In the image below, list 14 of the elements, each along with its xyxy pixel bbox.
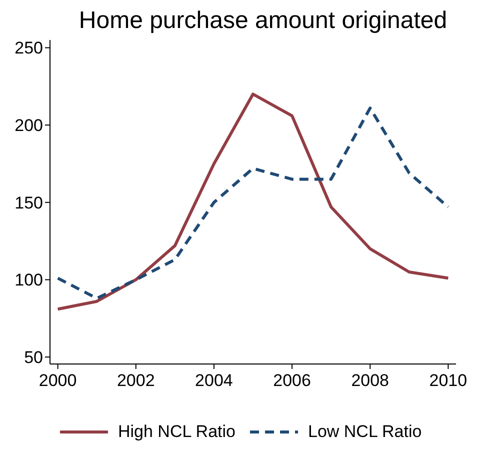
x-tick-label: 2002	[116, 371, 155, 390]
y-tick-label: 150	[14, 193, 43, 212]
y-tick-label: 250	[14, 38, 43, 58]
x-tick-label: 2006	[273, 371, 311, 390]
y-tick-label: 200	[14, 116, 43, 136]
y-tick-label: 50	[24, 348, 43, 367]
x-tick-label: 2000	[38, 371, 77, 390]
x-tick-label: 2004	[195, 371, 233, 390]
x-tick-label: 2008	[351, 371, 390, 390]
x-tick-label: 2010	[429, 371, 468, 390]
chart-title: Home purchase amount originated	[78, 7, 448, 34]
legend-label: High NCL Ratio	[118, 422, 236, 441]
legend-label: Low NCL Ratio	[308, 422, 422, 441]
y-tick-label: 100	[14, 270, 43, 290]
